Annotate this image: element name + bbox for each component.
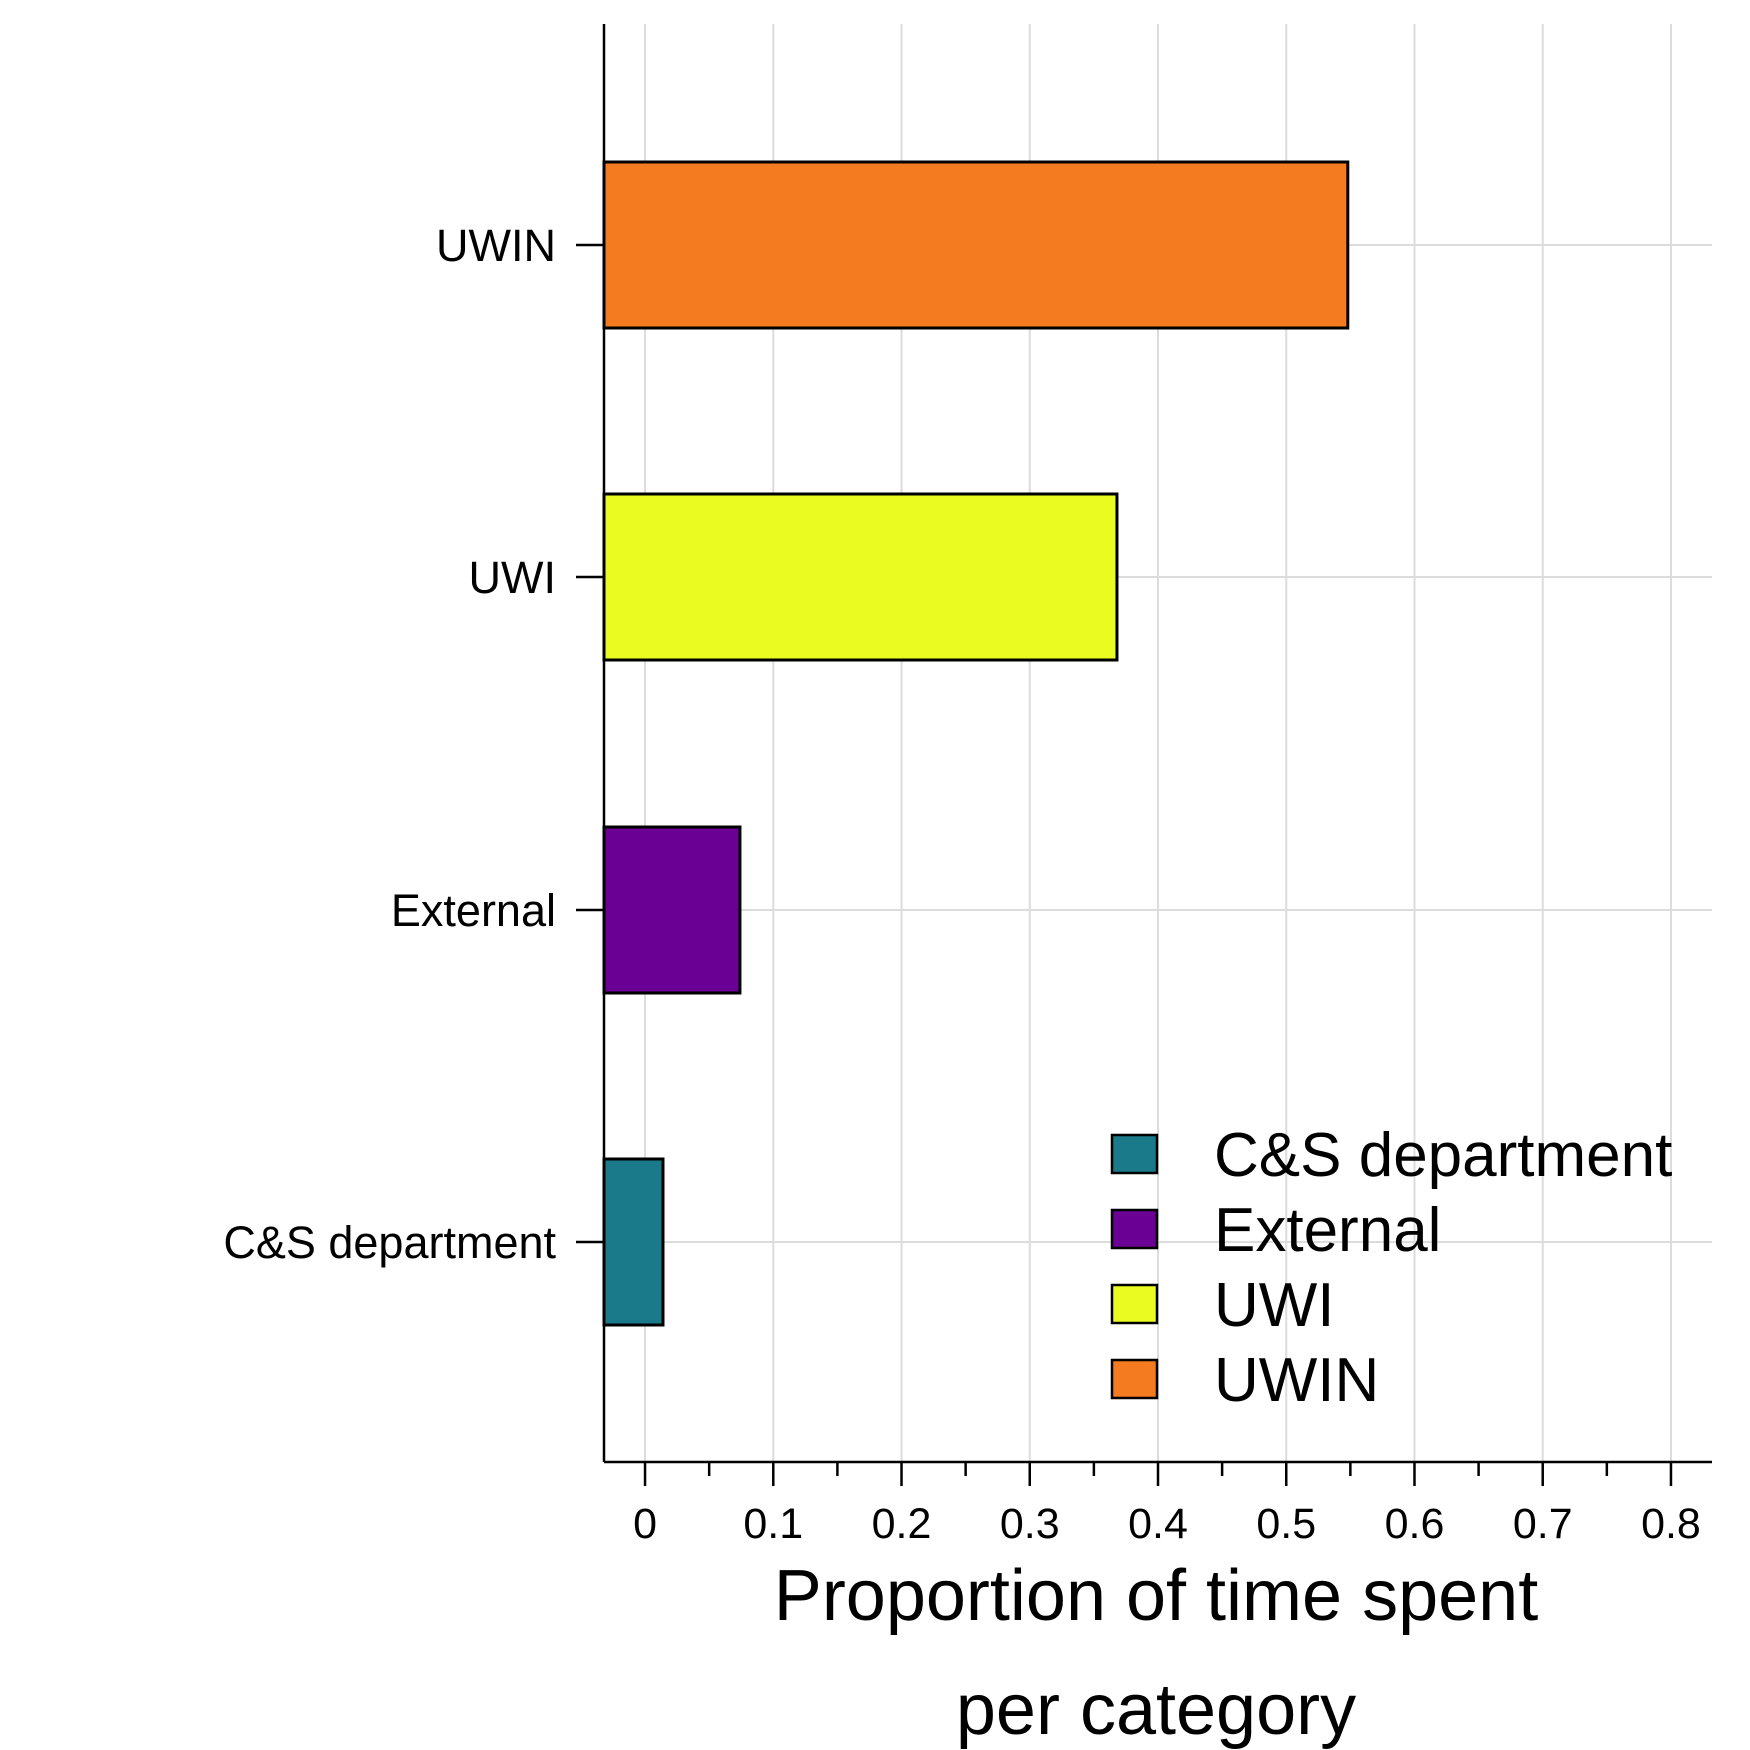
y-tick-label: UWI xyxy=(469,552,556,603)
x-tick-label: 0 xyxy=(633,1500,657,1548)
legend-swatch xyxy=(1110,1208,1159,1250)
labels: 0 0.1 0.2 0.3 0.4 0.5 0.6 0.7 0.8C&S departmentE… xyxy=(223,220,1701,1750)
x-tick-label: 0.8 xyxy=(1641,1500,1701,1548)
x-tick-label: 0.2 xyxy=(872,1500,932,1548)
x-tick-label: 0.7 xyxy=(1513,1500,1573,1548)
x-axis-title: per category xyxy=(956,1670,1356,1750)
x-axis-title: Proportion of time spent xyxy=(774,1556,1538,1636)
y-tick-label: External xyxy=(391,885,556,936)
x-tick-label: 0.5 xyxy=(1256,1500,1316,1548)
y-tick-label: C&S department xyxy=(223,1217,556,1268)
x-tick-label: 0.4 xyxy=(1128,1500,1188,1548)
legend-swatch xyxy=(1110,1133,1159,1175)
legend-label: External xyxy=(1214,1196,1441,1265)
y-tick-label: UWIN xyxy=(436,220,556,271)
legend-swatch xyxy=(1110,1358,1159,1400)
bar-c-s-department xyxy=(602,1157,665,1327)
legend-swatch xyxy=(1110,1283,1159,1325)
bar-uwi xyxy=(602,492,1119,662)
bar-uwin xyxy=(602,160,1350,330)
axes xyxy=(576,24,1712,1486)
bar-external xyxy=(602,825,742,995)
x-tick-label: 0.1 xyxy=(743,1500,803,1548)
x-tick-label: 0.6 xyxy=(1385,1500,1445,1548)
bars xyxy=(602,160,1350,1327)
legend-label: UWIN xyxy=(1214,1346,1379,1415)
legend-label: UWI xyxy=(1214,1271,1335,1340)
x-tick-label: 0.3 xyxy=(1000,1500,1060,1548)
legend-label: C&S department xyxy=(1214,1121,1672,1190)
